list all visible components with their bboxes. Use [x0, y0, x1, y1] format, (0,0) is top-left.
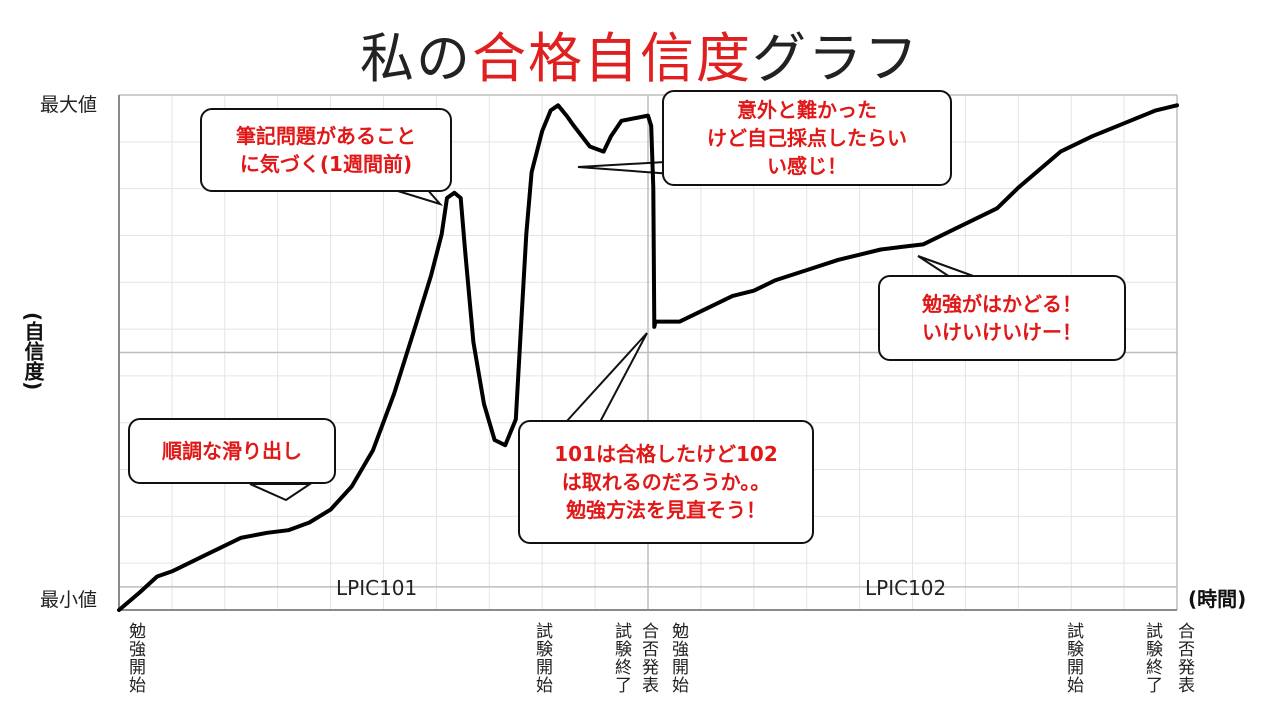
x-event-label: 試験終了: [1142, 622, 1162, 694]
x-event-label: 勉強開始: [668, 622, 688, 694]
x-event-label: 試験開始: [1063, 622, 1083, 694]
annotation-written-questions: 筆記問題があること に気づく(1週間前): [200, 108, 452, 192]
confidence-line: [117, 103, 1179, 612]
chart-title: 私の合格自信度グラフ: [0, 14, 1280, 93]
y-axis-title: (自信度): [21, 312, 45, 391]
y-tick-min: 最小値: [40, 589, 98, 611]
x-axis-title: (時間): [1188, 587, 1247, 611]
annotation-rethink-study: 101は合格したけど102 は取れるのだろうか。。 勉強方法を見直そう！: [518, 420, 814, 544]
x-event-label: 合否発表: [1174, 622, 1194, 694]
annotation-smooth-start: 順調な滑り出し: [128, 418, 336, 484]
section-label-lpic102: LPIC102: [865, 576, 947, 600]
callout-tail: [563, 332, 648, 423]
annotation-study-progress: 勉強がはかどる！ いけいけいけー！: [878, 275, 1126, 361]
callout-tail: [249, 483, 314, 502]
x-event-label: 勉強開始: [125, 622, 145, 694]
annotation-self-scoring: 意外と難かった けど自己採点したらい い感じ！: [662, 90, 952, 186]
title-highlight: 合格自信度: [472, 27, 752, 90]
title-prefix: 私の: [360, 27, 472, 90]
x-event-label: 合否発表: [638, 622, 658, 694]
y-tick-max: 最大値: [40, 94, 98, 116]
callout-tail: [917, 255, 977, 278]
title-suffix: グラフ: [752, 27, 920, 90]
section-label-lpic101: LPIC101: [336, 576, 418, 600]
x-event-label: 試験終了: [611, 622, 631, 694]
x-event-label: 試験開始: [532, 622, 552, 694]
